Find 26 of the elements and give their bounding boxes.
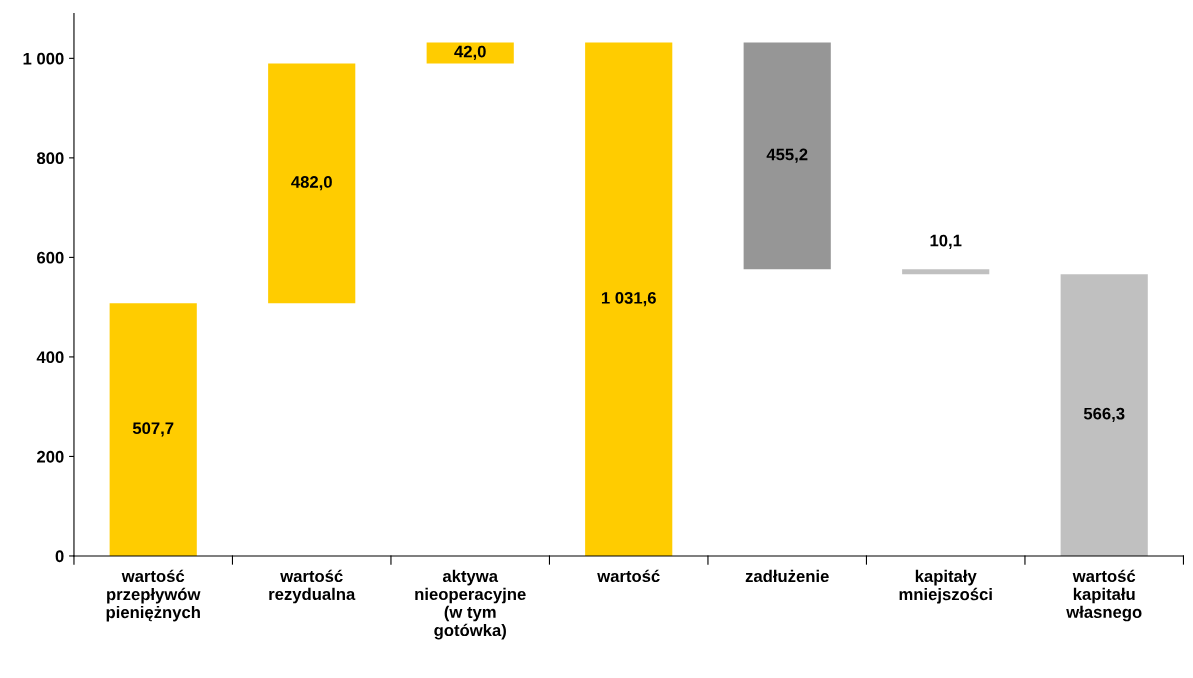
y-tick-label: 0 (55, 550, 64, 563)
data-label: 455,2 (766, 148, 808, 163)
x-tick-label: aktywa nieoperacyjne (w tym gotówka) (415, 569, 526, 640)
bar (1060, 274, 1148, 556)
bar (743, 42, 831, 270)
x-tick-label: wartość przepływów pieniężnych (106, 569, 201, 622)
y-tick-label: 600 (37, 251, 64, 264)
y-tick-label: 800 (36, 152, 64, 165)
data-label: 507,7 (132, 422, 174, 437)
y-tick-label: 200 (37, 450, 64, 463)
x-tick-label: wartość kapitału własnego (1066, 569, 1142, 622)
data-label: 1 031,6 (601, 291, 656, 307)
x-tick-label: wartość (597, 569, 660, 583)
bar (585, 42, 673, 556)
x-tick-label: kapitały mniejszości (899, 569, 992, 604)
data-label: 482,0 (291, 176, 332, 191)
bar (268, 63, 356, 304)
bar (902, 269, 990, 275)
x-tick-label: wartość rezydualna (269, 569, 356, 604)
x-tick-label: zadłużenie (745, 569, 829, 583)
data-label: 10,1 (930, 234, 962, 249)
data-label: 566,3 (1083, 407, 1125, 422)
data-label: 42,0 (454, 45, 486, 60)
bar (109, 303, 197, 556)
y-tick-label: 400 (36, 351, 64, 364)
y-tick-label: 1 000 (23, 52, 64, 65)
